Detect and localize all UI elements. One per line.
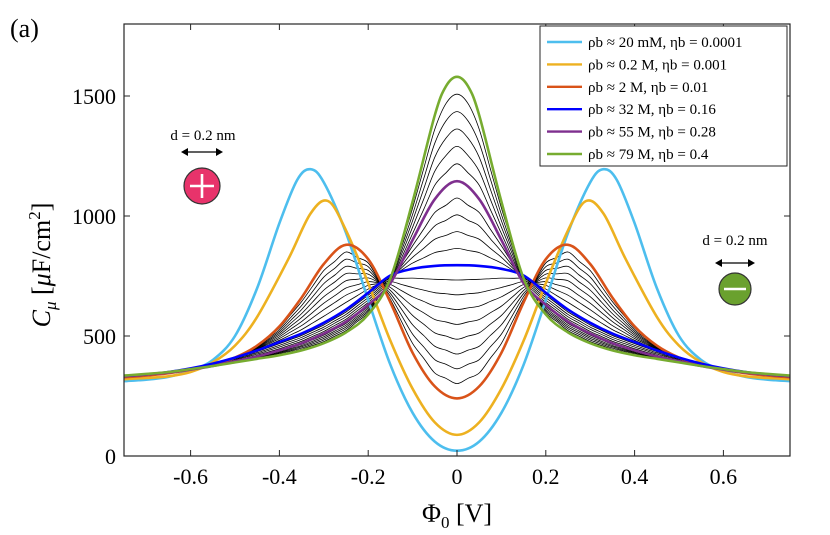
series-line-3 (124, 243, 790, 400)
x-tick-label: 0.2 (532, 464, 560, 489)
annotation-right: d = 0.2 nm (702, 233, 768, 306)
series-line-2 (124, 199, 790, 437)
anion-icon (718, 272, 752, 306)
legend-entry: ρb ≈ 2 M, ηb = 0.01 (588, 80, 708, 96)
annotation-left-text: d = 0.2 nm (170, 128, 235, 144)
annotation-right-text: d = 0.2 nm (702, 233, 767, 249)
x-tick-label: -0.4 (262, 464, 297, 489)
y-tick-label: 1500 (72, 84, 116, 109)
annotation-left: d = 0.2 nm (170, 128, 236, 205)
series-line-4 (124, 263, 790, 378)
x-tick-label: 0.4 (621, 464, 649, 489)
svg-text:Cμ [μF/cm2]: Cμ [μF/cm2] (25, 203, 60, 328)
double-arrow-icon (715, 259, 755, 267)
thin-curve (124, 231, 790, 377)
x-tick-label: 0.6 (710, 464, 738, 489)
x-tick-label: -0.2 (351, 464, 386, 489)
thin-curve (124, 214, 790, 377)
svg-text:Φ0 [V]: Φ0 [V] (422, 499, 492, 532)
cation-icon (183, 167, 221, 205)
thin-curve (124, 247, 790, 377)
y-tick-label: 1000 (72, 204, 116, 229)
legend-entry: ρb ≈ 55 M, ηb = 0.28 (588, 125, 716, 141)
y-axis-label: Cμ [μF/cm2] (25, 203, 60, 328)
series-line-6 (124, 75, 790, 377)
panel-label: (a) (10, 14, 39, 43)
thin-curve (124, 163, 790, 377)
thin-curve (124, 258, 790, 378)
legend: ρb ≈ 20 mM, ηb = 0.0001 ρb ≈ 0.2 M, ηb = … (539, 25, 788, 167)
legend-entry: ρb ≈ 32 M, ηb = 0.16 (588, 102, 716, 118)
legend-entry: ρb ≈ 79 M, ηb = 0.4 (588, 147, 709, 163)
legend-entry: ρb ≈ 0.2 M, ηb = 0.001 (588, 57, 727, 73)
y-tick-label: 0 (105, 444, 116, 469)
x-tick-label: 0 (452, 464, 463, 489)
x-axis-label: Φ0 [V] (422, 499, 492, 532)
legend-box (539, 25, 788, 167)
x-tick-label: -0.6 (173, 464, 208, 489)
y-tick-label: 500 (83, 324, 116, 349)
series-line-5 (124, 179, 790, 378)
axis-ticks: -0.6 -0.4 -0.2 0 0.2 0.4 0.6 0 500 1000 1500 (72, 24, 790, 489)
double-arrow-icon (181, 148, 223, 156)
legend-entry: ρb ≈ 20 mM, ηb = 0.0001 (588, 35, 743, 51)
